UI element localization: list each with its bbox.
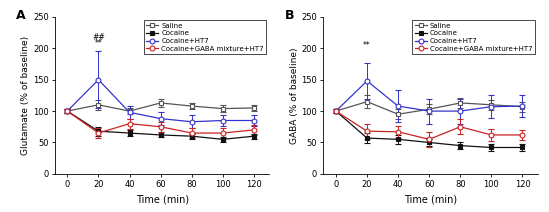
X-axis label: Time (min): Time (min): [136, 195, 189, 205]
Text: ##: ##: [92, 33, 105, 42]
Text: B: B: [285, 9, 294, 22]
Y-axis label: Glutamate (% of baseline): Glutamate (% of baseline): [21, 36, 30, 155]
Legend: Saline, Cocaine, Cocaine+HT7, Cocaine+GABA mixture+HT7: Saline, Cocaine, Cocaine+HT7, Cocaine+GA…: [412, 20, 535, 54]
X-axis label: Time (min): Time (min): [404, 195, 457, 205]
Text: **: **: [363, 40, 371, 50]
Text: **: **: [94, 39, 102, 48]
Legend: Saline, Cocaine, Cocaine+HT7, Cocaine+GABA mixture+HT7: Saline, Cocaine, Cocaine+HT7, Cocaine+GA…: [144, 20, 266, 54]
Text: A: A: [16, 9, 26, 22]
Y-axis label: GABA (% of baseline): GABA (% of baseline): [290, 47, 299, 144]
